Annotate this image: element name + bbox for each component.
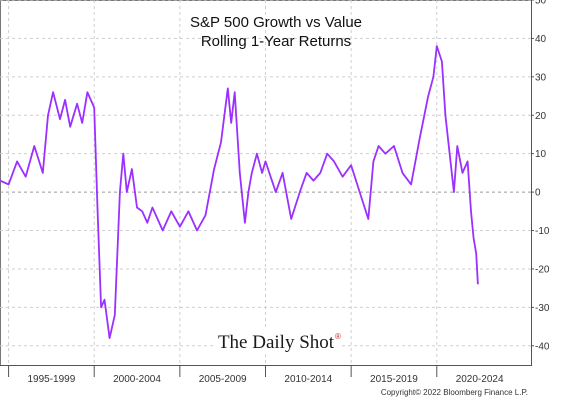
y-tick-label: 10	[535, 149, 547, 160]
y-tick-label: 30	[535, 72, 547, 83]
chart-title: S&P 500 Growth vs Value	[190, 14, 362, 31]
x-tick-label: 1995-1999	[27, 374, 75, 385]
x-tick-label: 2000-2004	[113, 374, 161, 385]
x-tick-label: 2015-2019	[370, 374, 418, 385]
y-tick-label: -40	[535, 341, 550, 352]
y-tick-label: 50	[535, 0, 547, 7]
y-tick-label: -20	[535, 264, 550, 275]
y-tick-label: 40	[535, 34, 547, 45]
x-tick-label: 2005-2009	[199, 374, 247, 385]
x-axis-tick-labels: 1995-1999 2000-2004 2005-2009 2010-2014 2015…	[8, 365, 504, 385]
copyright-text: Copyright© 2022 Bloomberg Finance L.P.	[381, 388, 528, 397]
y-tick-label: 0	[535, 188, 541, 199]
y-axis-tick-labels: 50 40 30 20 10 0 -10 -20 -30 -40	[531, 0, 550, 352]
x-tick-label: 2020-2024	[456, 374, 504, 385]
y-tick-label: -30	[535, 303, 550, 314]
chart-subtitle: Rolling 1-Year Returns	[201, 33, 351, 50]
logo-backdrop	[214, 328, 342, 352]
y-tick-label: -10	[535, 226, 550, 237]
y-tick-label: 20	[535, 111, 547, 122]
daily-shot-logo: The Daily Shot	[218, 332, 335, 353]
series-line	[0, 45, 479, 340]
series-layer	[0, 45, 479, 340]
registered-mark: ®	[335, 332, 341, 341]
x-tick-label: 2010-2014	[284, 374, 332, 385]
